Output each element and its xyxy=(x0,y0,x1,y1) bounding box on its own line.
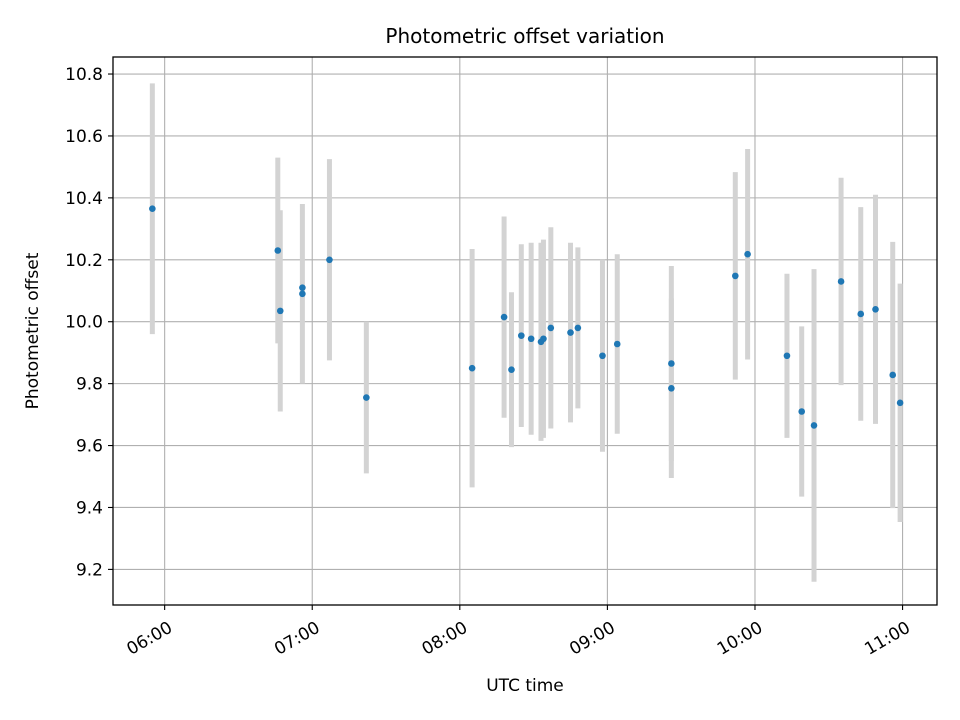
chart-title: Photometric offset variation xyxy=(385,24,664,48)
data-point xyxy=(810,422,818,429)
x-tick-label: 06:00 xyxy=(124,618,176,660)
data-point xyxy=(732,272,739,280)
data-point xyxy=(468,364,476,372)
y-tick-label: 10.0 xyxy=(65,313,103,333)
data-point xyxy=(872,306,879,313)
y-axis-label: Photometric offset xyxy=(23,252,43,409)
plot-frame xyxy=(112,56,938,606)
x-axis-label: UTC time xyxy=(486,676,564,696)
x-tick-label: 11:00 xyxy=(861,618,913,660)
data-point xyxy=(540,335,547,343)
x-axis: 06:00 07:00 08:00 09:00 10:00 11:00 xyxy=(124,605,914,660)
y-tick-label: 9.8 xyxy=(76,375,103,395)
data-point xyxy=(299,290,306,298)
data-point xyxy=(527,335,535,343)
data-point xyxy=(668,384,675,392)
y-tick-label: 10.6 xyxy=(65,127,103,147)
data-point xyxy=(837,278,845,285)
data-point xyxy=(299,284,306,291)
y-tick-label: 9.6 xyxy=(76,437,103,457)
y-tick-label: 9.2 xyxy=(76,560,103,580)
x-tick-label: 08:00 xyxy=(419,618,471,660)
data-point xyxy=(500,313,508,321)
data-point xyxy=(326,256,333,264)
data-point xyxy=(889,371,897,379)
data-point xyxy=(668,360,675,367)
x-tick-label: 07:00 xyxy=(271,618,323,660)
data-point xyxy=(896,399,904,407)
y-tick-label: 9.4 xyxy=(76,498,103,518)
data-point xyxy=(567,329,574,336)
data-point xyxy=(613,340,621,348)
x-tick-label: 09:00 xyxy=(566,618,618,660)
data-point xyxy=(547,324,555,332)
data-point xyxy=(574,324,582,332)
data-point xyxy=(518,332,525,339)
y-tick-label: 10.4 xyxy=(65,189,103,209)
point-layer xyxy=(149,205,904,429)
x-tick-label: 10:00 xyxy=(714,618,766,660)
data-point xyxy=(783,352,791,360)
y-tick-label: 10.2 xyxy=(65,251,103,271)
data-point xyxy=(508,366,515,374)
data-point xyxy=(798,408,806,415)
data-point xyxy=(744,250,751,258)
data-point xyxy=(599,352,606,360)
data-point xyxy=(274,247,282,254)
y-tick-label: 10.8 xyxy=(65,65,103,85)
data-point xyxy=(276,307,284,315)
data-point xyxy=(857,310,865,318)
y-axis: 9.2 9.4 9.6 9.8 10.0 10.2 10.4 10.6 10.8 xyxy=(65,65,113,580)
data-point xyxy=(363,394,370,401)
data-point xyxy=(149,205,156,213)
